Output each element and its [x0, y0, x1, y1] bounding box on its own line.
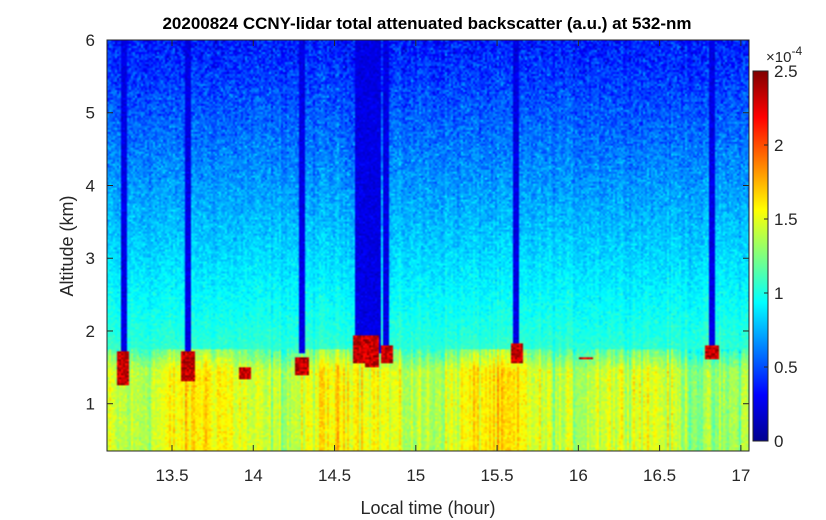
colorbar-frame — [752, 70, 769, 442]
y-tick-label: 6 — [86, 31, 95, 50]
colorbar-tick-label: 2.5 — [774, 62, 798, 81]
colorbar: 0 0.5 1 1.5 2 2.5 ×10-4 — [752, 44, 802, 451]
colorbar-exponent: ×10-4 — [766, 44, 802, 66]
colorbar-tick-label: 1.5 — [774, 210, 798, 229]
x-axis: 13.5 14 14.5 15 15.5 16 16.5 17 — [155, 40, 750, 485]
x-tick-label: 14.5 — [318, 466, 351, 485]
x-tick-label: 15.5 — [481, 466, 514, 485]
colorbar-tick-label: 1 — [774, 284, 783, 303]
chart-title: 20200824 CCNY-lidar total attenuated bac… — [162, 14, 691, 33]
colorbar-tick-label: 2 — [774, 136, 783, 155]
y-axis: 1 2 3 4 5 6 — [86, 31, 749, 414]
colorbar-tick-label: 0.5 — [774, 358, 798, 377]
colorbar-gradient — [753, 71, 768, 441]
x-tick-label: 16 — [569, 466, 588, 485]
x-tick-label: 13.5 — [155, 466, 188, 485]
y-axis-label: Altitude (km) — [57, 195, 77, 296]
y-tick-label: 3 — [86, 249, 95, 268]
colorbar-tick-label: 0 — [774, 432, 783, 451]
y-tick-label: 5 — [86, 104, 95, 123]
y-tick-label: 4 — [86, 176, 95, 195]
y-tick-label: 1 — [86, 395, 95, 414]
plot-area — [106, 39, 750, 452]
plot-frame — [106, 39, 750, 452]
x-tick-label: 14 — [244, 466, 263, 485]
y-tick-label: 2 — [86, 322, 95, 341]
x-tick-label: 17 — [731, 466, 750, 485]
backscatter-heatmap — [107, 40, 749, 451]
x-tick-label: 15 — [406, 466, 425, 485]
x-axis-label: Local time (hour) — [360, 498, 495, 518]
x-tick-label: 16.5 — [643, 466, 676, 485]
